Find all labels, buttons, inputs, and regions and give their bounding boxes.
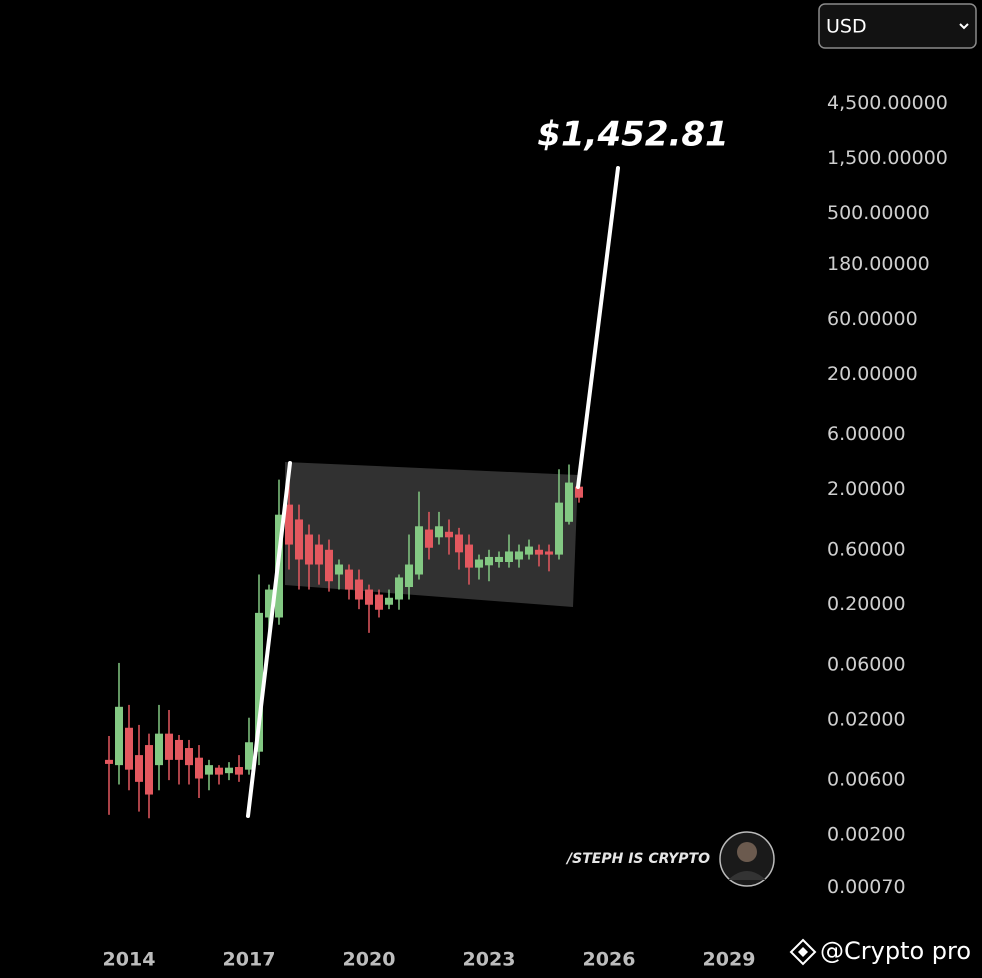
candle-body — [255, 612, 263, 752]
y-tick-label: 0.06000 — [827, 653, 906, 675]
candle-body — [375, 594, 383, 610]
x-tick-label: 2014 — [103, 949, 156, 971]
y-tick-label: 500.00000 — [827, 202, 930, 224]
candle-body — [545, 551, 553, 555]
candle-body — [455, 534, 463, 553]
candle-body — [195, 757, 203, 779]
candle-body — [505, 551, 513, 563]
trend-line — [246, 461, 292, 818]
candle-body — [535, 549, 543, 555]
candle-body — [315, 544, 323, 565]
credit-icon — [789, 938, 817, 966]
x-tick-label: 2026 — [583, 949, 636, 971]
avatar-body — [728, 871, 766, 880]
candle-body — [205, 765, 213, 775]
x-tick-label: 2023 — [463, 949, 516, 971]
candle-body — [295, 519, 303, 560]
candles — [105, 464, 583, 819]
candle-body — [115, 706, 123, 766]
y-tick-label: 1,500.00000 — [827, 147, 948, 169]
y-tick-label: 0.02000 — [827, 708, 906, 730]
y-tick-label: 20.00000 — [827, 363, 918, 385]
candle-body — [515, 551, 523, 560]
y-tick-label: 180.00000 — [827, 253, 930, 275]
candle-body — [485, 556, 493, 566]
x-tick-label: 2020 — [343, 949, 396, 971]
candle-body — [215, 767, 223, 775]
candle-body — [395, 577, 403, 600]
candle-body — [325, 549, 333, 582]
y-tick-label: 0.00600 — [827, 769, 906, 791]
candle-body — [175, 739, 183, 760]
candle-body — [155, 733, 163, 766]
candle-body — [345, 569, 353, 590]
candle-body — [225, 767, 233, 774]
projection-line — [576, 166, 620, 489]
candle-body — [465, 544, 473, 568]
y-tick-label: 60.00000 — [827, 308, 918, 330]
y-tick-label: 2.00000 — [827, 478, 906, 500]
candle-body — [165, 733, 173, 760]
y-tick-label: 4,500.00000 — [827, 92, 948, 114]
candle-body — [335, 564, 343, 575]
y-tick-label: 0.60000 — [827, 538, 906, 560]
x-tick-label: 2029 — [703, 949, 756, 971]
candle-body — [525, 546, 533, 555]
candle-body — [575, 486, 583, 498]
candle-body — [435, 526, 443, 538]
y-tick-label: 6.00000 — [827, 423, 906, 445]
candle-body — [385, 597, 393, 605]
candle-body — [475, 559, 483, 568]
candle-body — [125, 727, 133, 770]
y-tick-label: 0.00200 — [827, 824, 906, 846]
candle-body — [145, 745, 153, 795]
candle-body — [185, 748, 193, 766]
candle-body — [445, 531, 453, 538]
currency-select[interactable] — [818, 3, 977, 49]
candle-body — [265, 589, 273, 618]
candle-body — [365, 589, 373, 605]
target-annotation: $1,452.81 — [537, 115, 728, 155]
candle-body — [565, 482, 573, 522]
credit: @Crypto pro — [820, 937, 971, 965]
candle-body — [235, 767, 243, 775]
candle-body — [305, 534, 313, 565]
candle-body — [495, 556, 503, 563]
candle-body — [245, 742, 253, 770]
candle-body — [405, 564, 413, 588]
x-tick-label: 2017 — [223, 949, 276, 971]
y-tick-label: 0.00070 — [827, 876, 906, 898]
currency-select-label: USD — [826, 16, 867, 38]
watermark: /STEPH IS CRYPTO — [565, 851, 710, 867]
select-chevron — [959, 23, 969, 30]
candle-body — [425, 529, 433, 548]
candle-body — [555, 502, 563, 555]
candle-body — [415, 526, 423, 575]
y-tick-label: 0.20000 — [827, 593, 906, 615]
candle-body — [105, 759, 113, 764]
avatar-face — [737, 842, 757, 862]
candle-body — [135, 755, 143, 782]
candle-body — [355, 579, 363, 600]
candle-body — [285, 504, 293, 545]
